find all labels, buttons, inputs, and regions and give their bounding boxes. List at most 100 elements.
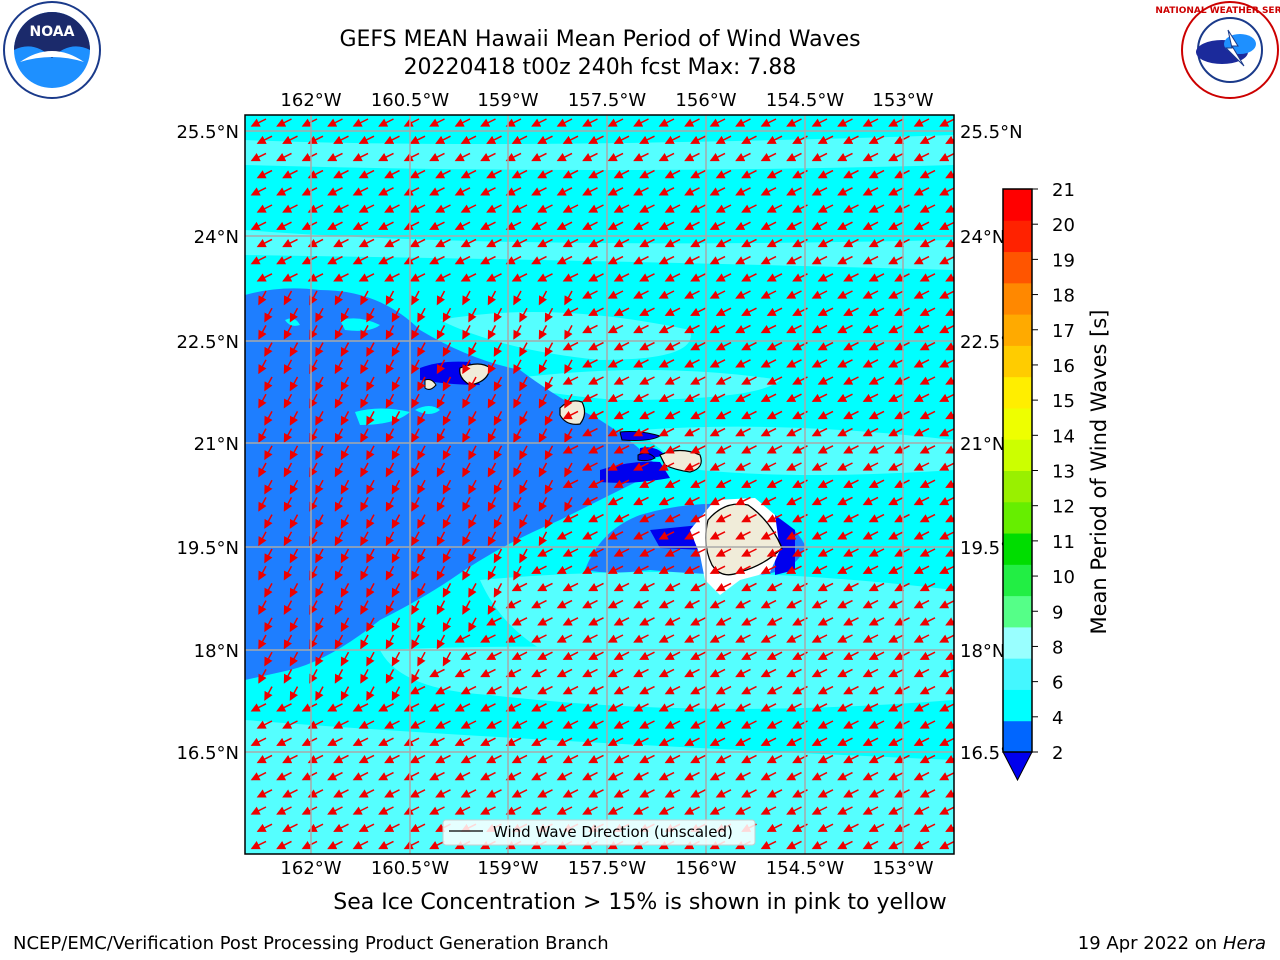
- wave-arrow: [333, 720, 349, 729]
- wave-arrow: [588, 513, 604, 523]
- wave-arrow: [513, 325, 522, 340]
- wave-arrow: [760, 221, 777, 230]
- wave-arrow: [582, 565, 598, 574]
- wave-arrow: [486, 651, 502, 660]
- wave-arrow: [709, 255, 726, 265]
- wave-arrow: [868, 617, 885, 626]
- wave-arrow: [411, 600, 420, 615]
- wave-arrow: [258, 428, 267, 443]
- lat-label-left: 21°N: [194, 434, 239, 455]
- wave-arrow: [454, 634, 471, 643]
- wave-arrow: [289, 342, 299, 357]
- wave-arrow: [837, 703, 853, 712]
- wave-arrow: [564, 290, 573, 306]
- wave-arrow: [684, 427, 700, 437]
- wave-arrow: [537, 135, 553, 144]
- wave-arrow: [493, 445, 503, 461]
- wave-arrow: [315, 445, 324, 461]
- wave-arrow: [289, 411, 299, 426]
- wave-arrow: [684, 771, 700, 781]
- wave-arrow: [360, 428, 369, 443]
- wave-arrow: [258, 497, 267, 512]
- wave-arrow: [264, 651, 273, 667]
- wave-arrow: [868, 238, 885, 248]
- wave-arrow: [735, 118, 751, 127]
- wave-arrow: [582, 255, 598, 265]
- wave-arrow: [435, 720, 451, 729]
- wave-arrow: [334, 669, 344, 684]
- wave-arrow: [417, 548, 426, 564]
- wave-arrow: [340, 342, 350, 357]
- wave-arrow: [817, 169, 834, 179]
- wave-arrow: [358, 789, 375, 798]
- wave-arrow: [684, 496, 700, 506]
- wave-arrow: [505, 737, 522, 746]
- wave-arrow: [741, 754, 757, 764]
- wave-arrow: [564, 462, 573, 478]
- wave-arrow: [709, 737, 726, 746]
- wave-arrow: [442, 342, 452, 357]
- wave-arrow: [582, 462, 598, 471]
- wave-arrow: [264, 686, 273, 701]
- wave-arrow: [360, 669, 369, 684]
- wave-arrow: [843, 376, 859, 385]
- wave-arrow: [888, 290, 904, 299]
- wave-arrow: [486, 685, 502, 695]
- wave-arrow: [538, 531, 548, 547]
- wave-arrow: [843, 789, 859, 798]
- wave-arrow: [862, 531, 879, 540]
- wave-arrow: [462, 359, 471, 375]
- wave-arrow: [435, 754, 451, 764]
- wave-arrow: [411, 359, 420, 375]
- wave-arrow: [301, 152, 318, 162]
- wave-arrow: [429, 187, 445, 196]
- wave-arrow: [562, 273, 579, 282]
- colorbar-tick-label: 19: [1052, 250, 1075, 271]
- wave-arrow: [715, 445, 732, 454]
- wave-arrow: [690, 651, 706, 660]
- wave-arrow: [715, 376, 732, 385]
- wave-arrow: [766, 273, 783, 282]
- wave-arrow: [327, 187, 343, 196]
- wave-arrow: [735, 599, 751, 609]
- wave-arrow: [333, 135, 349, 144]
- wave-arrow: [468, 548, 477, 564]
- wave-arrow: [327, 152, 343, 162]
- wave-arrow: [639, 685, 655, 695]
- colorbar-tick-label: 6: [1052, 673, 1063, 694]
- lon-label-top: 162°W: [280, 90, 341, 111]
- wave-arrow: [588, 445, 604, 454]
- wave-arrow: [843, 238, 859, 248]
- wave-arrow: [582, 427, 598, 437]
- wave-arrow: [633, 255, 649, 265]
- wave-arrow: [786, 565, 802, 574]
- wave-arrow: [442, 548, 452, 564]
- wave-arrow: [276, 221, 292, 230]
- wave-arrow: [283, 497, 293, 512]
- wave-arrow: [454, 737, 471, 746]
- wave-arrow: [556, 152, 573, 162]
- wave-arrow: [786, 737, 802, 746]
- wave-arrow: [562, 582, 579, 592]
- wave-arrow: [564, 497, 573, 512]
- wave-arrow: [919, 169, 936, 179]
- wave-arrow: [315, 583, 324, 598]
- wave-arrow: [493, 411, 503, 426]
- wave-arrow: [334, 290, 344, 306]
- wave-arrow: [811, 565, 828, 574]
- wave-arrow: [862, 187, 879, 196]
- lon-label-top: 154.5°W: [766, 90, 845, 111]
- wave-arrow: [735, 462, 751, 471]
- wave-arrow: [366, 411, 375, 426]
- wave-arrow: [888, 531, 904, 540]
- wave-arrow: [862, 703, 879, 712]
- wave-arrow: [582, 187, 598, 196]
- wave-arrow: [435, 273, 451, 282]
- wave-arrow: [658, 221, 675, 230]
- wave-arrow: [939, 152, 954, 162]
- wave-arrow: [709, 668, 726, 678]
- wave-arrow: [919, 720, 936, 729]
- wave-arrow: [735, 771, 751, 781]
- wave-arrow: [811, 118, 828, 127]
- wave-arrow: [735, 290, 751, 299]
